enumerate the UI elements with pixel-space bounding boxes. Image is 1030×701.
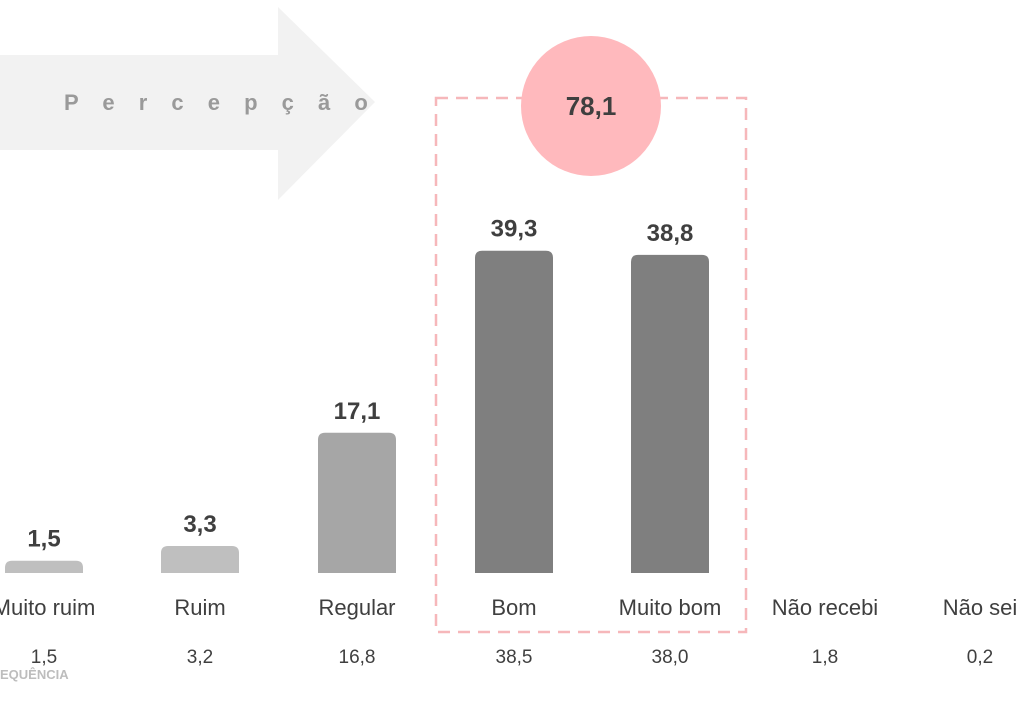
category-label-bom: Bom (491, 595, 536, 620)
perception-arrow (0, 7, 375, 200)
category-label-muito-bom: Muito bom (619, 595, 722, 620)
frequency-label-group: 1,5 3,2 16,8 38,5 38,0 1,8 0,2 (31, 647, 993, 668)
frequency-value-regular: 16,8 (339, 647, 376, 668)
highlight-circle (521, 36, 661, 176)
frequency-value-muito-bom: 38,0 (652, 647, 689, 668)
category-label-nao-sei: Não sei (943, 595, 1018, 620)
perception-arrow-label: P e r c e p ç ã o (64, 90, 377, 115)
category-label-ruim: Ruim (174, 595, 225, 620)
bar-ruim (161, 545, 239, 573)
bar-muito-ruim (5, 560, 83, 573)
bar-bom (475, 250, 553, 574)
bar-group (5, 250, 709, 574)
value-label-ruim: 3,3 (183, 511, 216, 538)
category-label-group: Muito ruim Ruim Regular Bom Muito bom Não rec… (0, 595, 1017, 620)
bar-regular (318, 432, 396, 573)
value-label-regular: 17,1 (334, 398, 381, 425)
frequency-value-muito-ruim: 1,5 (31, 647, 57, 668)
value-label-muito-bom: 38,8 (647, 220, 694, 247)
frequency-value-nao-sei: 0,2 (967, 647, 993, 668)
frequency-value-ruim: 3,2 (187, 647, 213, 668)
category-label-muito-ruim: Muito ruim (0, 595, 95, 620)
highlight-total-value: 78,1 (565, 90, 617, 121)
highlight-box (434, 96, 748, 634)
value-label-muito-ruim: 1,5 (27, 526, 60, 553)
bar-muito-bom (631, 254, 709, 573)
frequency-value-bom: 38,5 (496, 647, 533, 668)
value-label-group: 1,5 3,3 17,1 39,3 38,8 (27, 216, 693, 553)
value-label-bom: 39,3 (491, 216, 538, 243)
category-label-nao-recebi: Não recebi (772, 595, 878, 620)
category-label-regular: Regular (318, 595, 395, 620)
frequency-value-nao-recebi: 1,8 (812, 647, 838, 668)
frequency-row-label: EQUÊNCIA (0, 667, 69, 682)
